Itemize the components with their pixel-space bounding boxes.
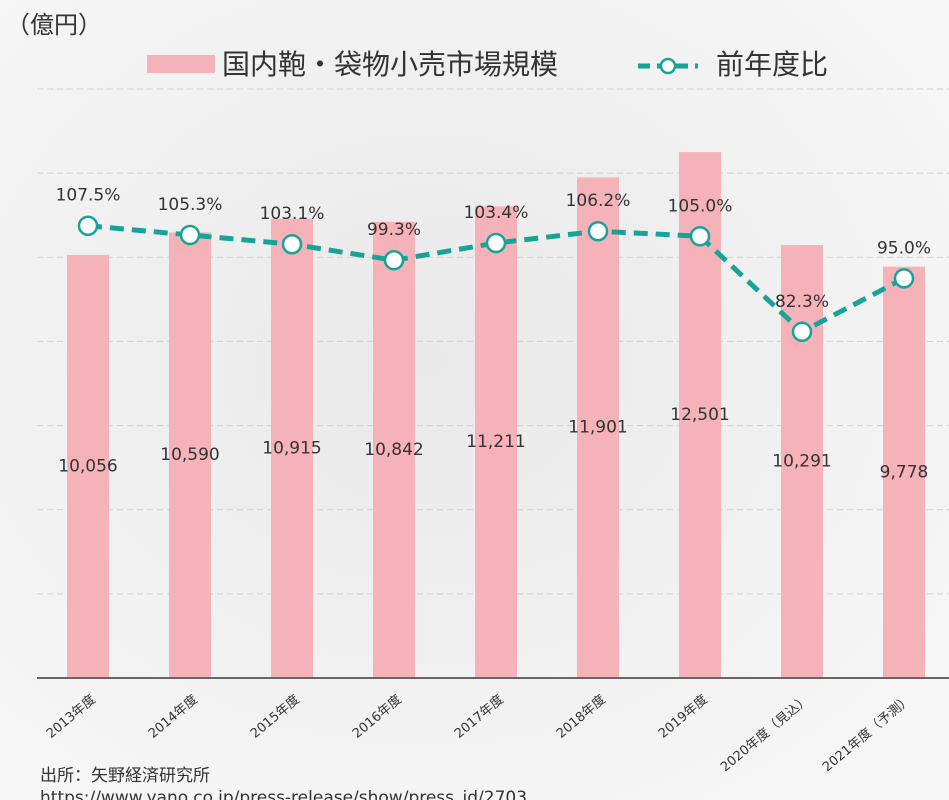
bar bbox=[577, 177, 619, 678]
bar-value-label: 10,915 bbox=[262, 438, 321, 458]
line-marker bbox=[485, 232, 507, 254]
line-marker bbox=[281, 233, 303, 255]
line-marker bbox=[179, 224, 201, 246]
bar-value-label: 10,291 bbox=[772, 452, 831, 472]
line-value-label: 103.1% bbox=[260, 204, 325, 224]
legend-label: 国内鞄・袋物小売市場規模 bbox=[222, 48, 558, 81]
line-value-label: 107.5% bbox=[56, 186, 121, 206]
line-marker bbox=[689, 226, 711, 247]
legend-marker bbox=[659, 57, 677, 75]
line-value-label: 99.3% bbox=[367, 220, 421, 240]
line-marker bbox=[587, 220, 609, 242]
bar-value-label: 9,778 bbox=[880, 462, 929, 482]
line-value-label: 105.3% bbox=[158, 195, 223, 215]
bar-value-label: 10,056 bbox=[58, 456, 117, 476]
bar bbox=[475, 206, 517, 678]
line-marker bbox=[893, 268, 915, 289]
bar bbox=[373, 221, 415, 678]
line-value-label: 106.2% bbox=[566, 191, 631, 211]
line-value-label: 82.3% bbox=[775, 292, 829, 312]
line-value-label: 105.0% bbox=[668, 196, 733, 216]
bar-value-label: 11,211 bbox=[466, 432, 525, 452]
line-value-label: 103.4% bbox=[464, 203, 529, 223]
legend-label: 前年度比 bbox=[716, 48, 828, 81]
bar-value-label: 10,590 bbox=[160, 445, 219, 465]
bar bbox=[169, 232, 211, 679]
line bbox=[87, 223, 906, 335]
line-marker bbox=[791, 321, 813, 343]
bar bbox=[883, 266, 925, 678]
line-value-label: 95.0% bbox=[877, 238, 931, 258]
line-marker bbox=[77, 215, 99, 236]
bar bbox=[271, 218, 313, 679]
bar-value-label: 12,501 bbox=[670, 405, 729, 425]
source-note: 出所：矢野経済研究所 bbox=[40, 766, 210, 786]
unit-label: （億円） bbox=[6, 11, 102, 39]
source-url: https://www.yano.co.jp/press-release/sho… bbox=[40, 788, 527, 800]
legend-swatch bbox=[147, 55, 215, 73]
bar bbox=[67, 254, 109, 678]
line-marker bbox=[383, 249, 405, 271]
bar-value-label: 11,901 bbox=[568, 418, 627, 438]
bar-value-label: 10,842 bbox=[364, 440, 423, 460]
